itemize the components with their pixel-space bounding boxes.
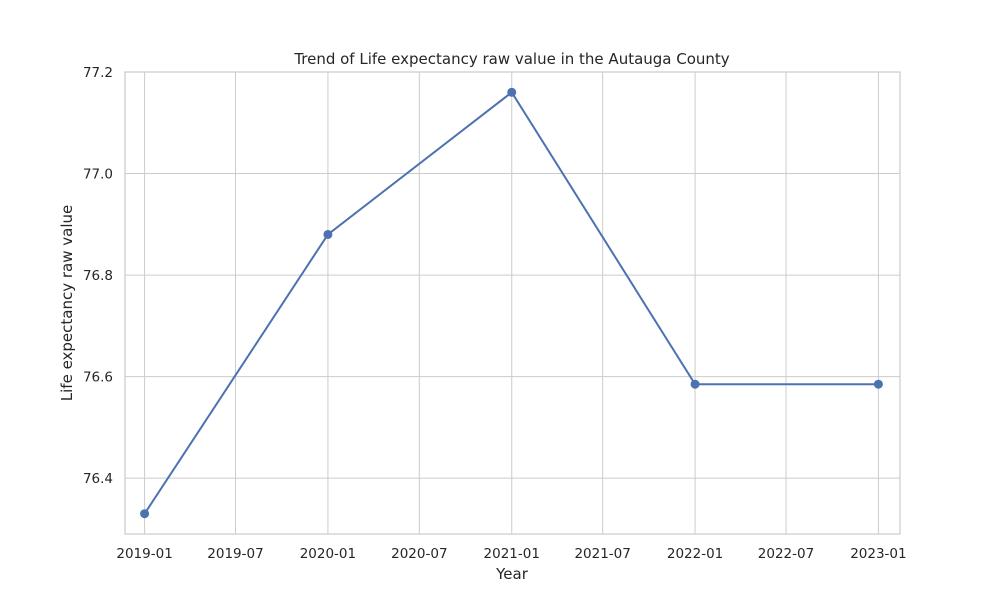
x-tick-label: 2020-01: [300, 546, 356, 562]
chart-title: Trend of Life expectancy raw value in th…: [293, 50, 729, 68]
x-axis-label: Year: [495, 565, 529, 583]
x-tick-label: 2022-01: [667, 546, 723, 562]
y-axis-label: Life expectancy raw value: [58, 205, 76, 401]
plot-area-frame: [124, 71, 901, 535]
series-group: [140, 87, 883, 519]
x-tick-label: 2021-07: [574, 546, 630, 562]
x-tick-label: 2022-07: [758, 546, 814, 562]
y-tick-label: 77.0: [83, 167, 113, 183]
y-tick-label: 77.2: [83, 65, 113, 81]
x-tick-label: 2023-01: [850, 546, 906, 562]
x-tick-label: 2020-07: [391, 546, 447, 562]
y-tick-label: 76.6: [83, 370, 113, 386]
x-tick-label: 2019-01: [116, 546, 172, 562]
y-tick-label: 76.8: [83, 268, 113, 284]
data-point: [323, 229, 333, 239]
data-point: [140, 509, 150, 519]
x-tick-labels: 2019-01 2019-07 2020-01 2020-07 2021-01 2021-…: [116, 546, 906, 562]
x-tick-label: 2021-01: [484, 546, 540, 562]
y-tick-label: 76.4: [83, 471, 113, 487]
y-tick-labels: 76.4 76.6 76.8 77.0 77.2: [83, 65, 113, 487]
data-point: [507, 87, 517, 97]
x-tick-label: 2019-07: [207, 546, 263, 562]
data-point: [690, 379, 700, 389]
data-point: [873, 379, 883, 389]
